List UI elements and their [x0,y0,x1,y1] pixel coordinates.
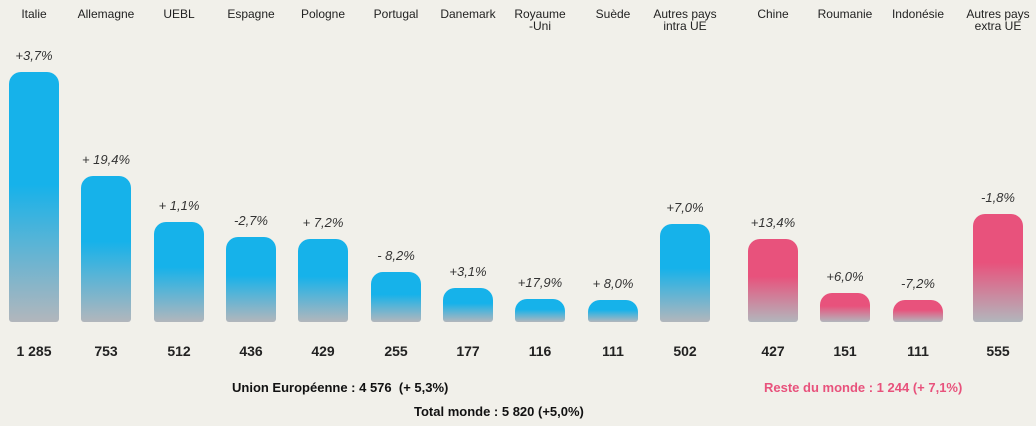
bar [81,175,131,322]
change-label: +6,0% [826,268,864,284]
category-label: UEBL [163,7,195,21]
bar [298,238,348,322]
change-label: +3,7% [15,48,53,63]
value-label: 555 [986,343,1010,359]
change-label: +13,4% [750,214,796,230]
category-label: Suède [595,7,631,21]
value-label: 1 285 [16,343,52,359]
bar [371,272,421,322]
value-label: 502 [673,343,697,359]
category-label: Pologne [300,7,346,21]
total-label: Total monde : 5 820 (+5,0%) [414,404,584,419]
change-label: -7,2% [901,276,935,292]
value-label: 116 [528,343,552,359]
value-label: 753 [94,343,118,359]
bar [748,238,798,322]
change-label: - 8,2% [377,248,415,264]
value-label: 429 [311,343,335,359]
change-label: -1,8% [981,190,1015,206]
change-label: +17,9% [517,275,563,291]
category-label: Autres pays extra UE [966,7,1030,33]
bar [588,300,638,322]
value-label: 427 [761,343,785,359]
value-label: 111 [907,343,929,359]
bar [893,300,943,322]
category-label: Italie [21,7,47,21]
category-label: Indonésie [891,7,945,21]
bar [820,292,870,322]
bar [226,237,276,322]
change-label: -2,7% [234,213,268,229]
bar [515,299,565,322]
category-label: Espagne [227,7,275,21]
category-label: Allemagne [77,7,135,21]
category-label: Autres pays intra UE [653,7,717,33]
change-label: + 7,2% [302,214,344,230]
value-label: 436 [239,343,263,359]
value-label: 111 [602,343,624,359]
value-label: 512 [167,343,191,359]
category-label: Portugal [373,7,419,21]
bar [443,287,493,322]
change-label: +3,1% [449,263,487,279]
category-label: Roumanie [817,7,873,21]
category-label: Danemark [440,7,496,21]
change-label: + 8,0% [592,276,634,292]
bar [660,224,710,322]
total-label: Reste du monde : 1 244 (+ 7,1%) [764,380,963,395]
category-label: Chine [757,7,789,21]
change-label: +7,0% [666,200,704,216]
value-label: 151 [833,343,857,359]
value-label: 177 [456,343,480,359]
total-label: Union Européenne : 4 576 (+ 5,3%) [232,380,449,395]
value-label: 255 [384,343,408,359]
bar [154,222,204,322]
bar [973,214,1023,322]
change-label: + 1,1% [158,198,200,214]
bar [9,72,59,322]
change-label: + 19,4% [81,151,131,167]
category-label: Royaume -Uni [514,7,566,33]
